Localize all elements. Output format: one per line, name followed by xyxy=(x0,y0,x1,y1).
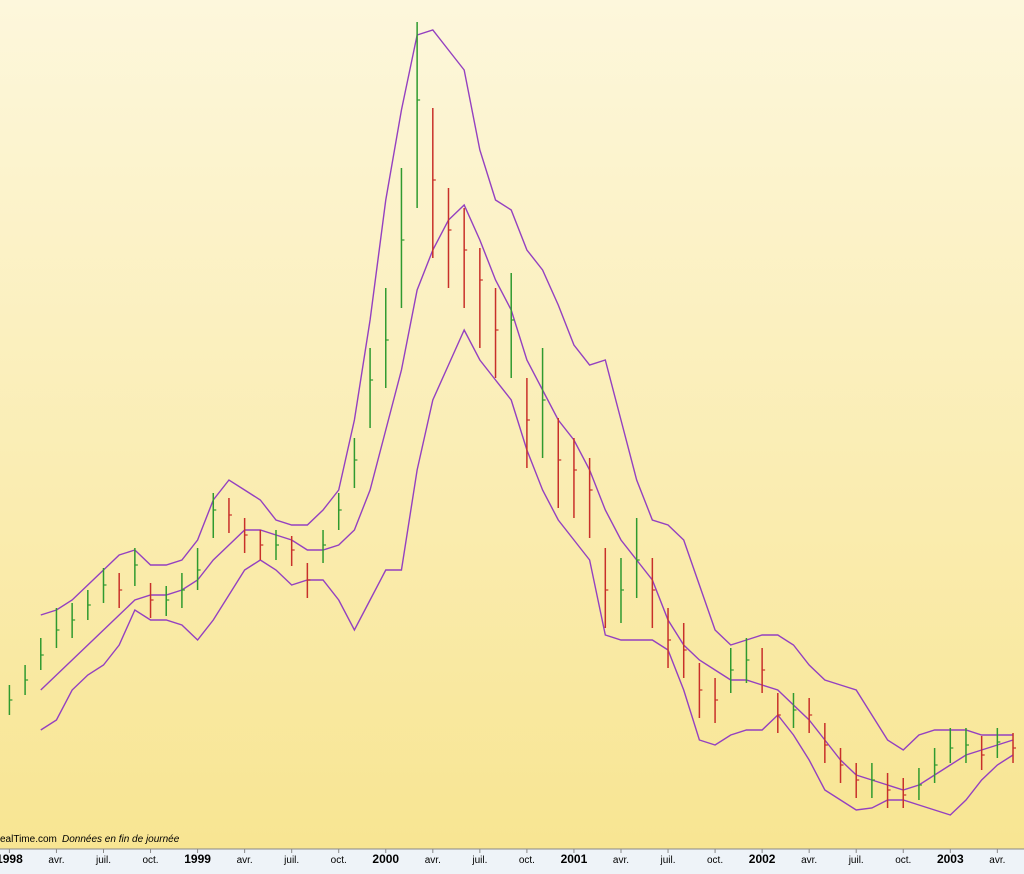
source: ealTime.com xyxy=(0,834,57,845)
x-tick-label: 2000 xyxy=(372,852,399,866)
x-tick-label: avr. xyxy=(237,855,253,866)
x-tick-label: avr. xyxy=(48,855,64,866)
x-tick-label: avr. xyxy=(989,855,1005,866)
x-tick-label: oct. xyxy=(142,855,158,866)
x-tick-label: 2001 xyxy=(561,852,588,866)
x-tick-label: 2002 xyxy=(749,852,776,866)
note: Données en fin de journée xyxy=(62,834,180,845)
bollinger-band xyxy=(40,29,1014,751)
x-tick-label: juil. xyxy=(283,855,299,866)
x-tick-label: oct. xyxy=(331,855,347,866)
x-tick-label: juil. xyxy=(660,855,676,866)
x-tick-label: avr. xyxy=(801,855,817,866)
x-tick-label: avr. xyxy=(613,855,629,866)
x-tick-label: juil. xyxy=(95,855,111,866)
x-tick-label: avr. xyxy=(425,855,441,866)
plot-area xyxy=(0,0,1024,849)
axis-strip xyxy=(0,849,1024,874)
x-tick-label: 1999 xyxy=(184,852,211,866)
x-tick-label: 1998 xyxy=(0,852,23,866)
bollinger-band xyxy=(40,203,1014,791)
x-tick-label: oct. xyxy=(707,855,723,866)
x-tick-label: oct. xyxy=(519,855,535,866)
x-tick-label: juil. xyxy=(848,855,864,866)
x-tick-label: juil. xyxy=(471,855,487,866)
x-tick-label: oct. xyxy=(895,855,911,866)
x-tick-label: 2003 xyxy=(937,852,964,866)
